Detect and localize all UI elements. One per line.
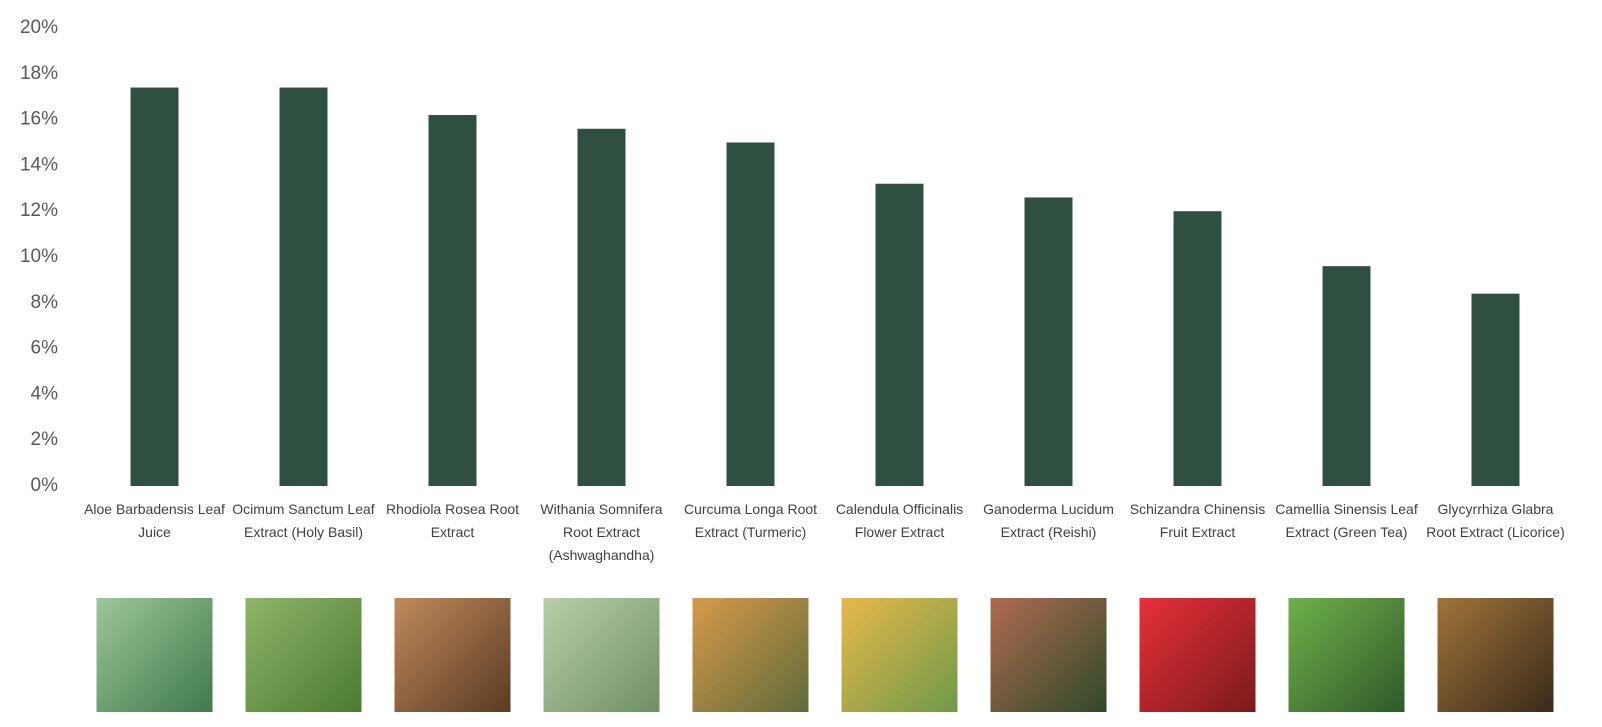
- product-image: [841, 598, 958, 712]
- x-tick-label: Calendula Officinalis Flower Extract: [835, 501, 964, 540]
- y-tick-label: 4%: [31, 383, 59, 404]
- y-tick-label: 18%: [20, 63, 58, 84]
- bar: [428, 115, 477, 487]
- y-tick-label: 10%: [20, 246, 58, 267]
- product-image: [1288, 598, 1405, 712]
- bar: [1173, 211, 1222, 486]
- y-tick-label: 20%: [20, 17, 58, 38]
- y-tick-label: 2%: [31, 429, 59, 450]
- bar: [1471, 293, 1520, 486]
- y-tick-label: 8%: [31, 292, 59, 313]
- product-image: [245, 598, 362, 712]
- y-tick-label: 0%: [31, 475, 59, 496]
- y-tick-label: 16%: [20, 109, 58, 130]
- bar: [577, 128, 626, 486]
- bar: [875, 183, 924, 486]
- x-tick-label: Glycyrrhiza Glabra Root Extract (Licoric…: [1426, 501, 1565, 540]
- y-tick-label: 12%: [20, 200, 58, 221]
- product-image: [543, 598, 660, 712]
- product-image: [990, 598, 1107, 712]
- x-tick-label: Schizandra Chinensis Fruit Extract: [1129, 501, 1266, 540]
- x-tick-label: Curcuma Longa Root Extract (Turmeric): [683, 501, 818, 540]
- bar: [130, 87, 179, 486]
- x-tick-label: Ocimum Sanctum Leaf Extract (Holy Basil): [232, 501, 375, 540]
- x-tick-label: Withania Somnifera Root Extract (Ashwagh…: [540, 501, 663, 563]
- product-image: [394, 598, 511, 712]
- bar: [1322, 266, 1371, 486]
- x-tick-label: Rhodiola Rosea Root Extract: [385, 501, 520, 540]
- product-image: [96, 598, 213, 712]
- product-image: [692, 598, 809, 712]
- product-image: [1139, 598, 1256, 712]
- bar: [1024, 197, 1073, 486]
- x-tick-label: Camellia Sinensis Leaf Extract (Green Te…: [1275, 501, 1418, 540]
- y-tick-label: 6%: [31, 338, 59, 359]
- bar: [279, 87, 328, 486]
- bar: [726, 142, 775, 486]
- x-tick-label: Ganoderma Lucidum Extract (Reishi): [983, 501, 1114, 540]
- y-tick-label: 14%: [20, 154, 58, 175]
- product-image: [1437, 598, 1554, 712]
- x-tick-label: Aloe Barbadensis Leaf Juice: [84, 501, 225, 540]
